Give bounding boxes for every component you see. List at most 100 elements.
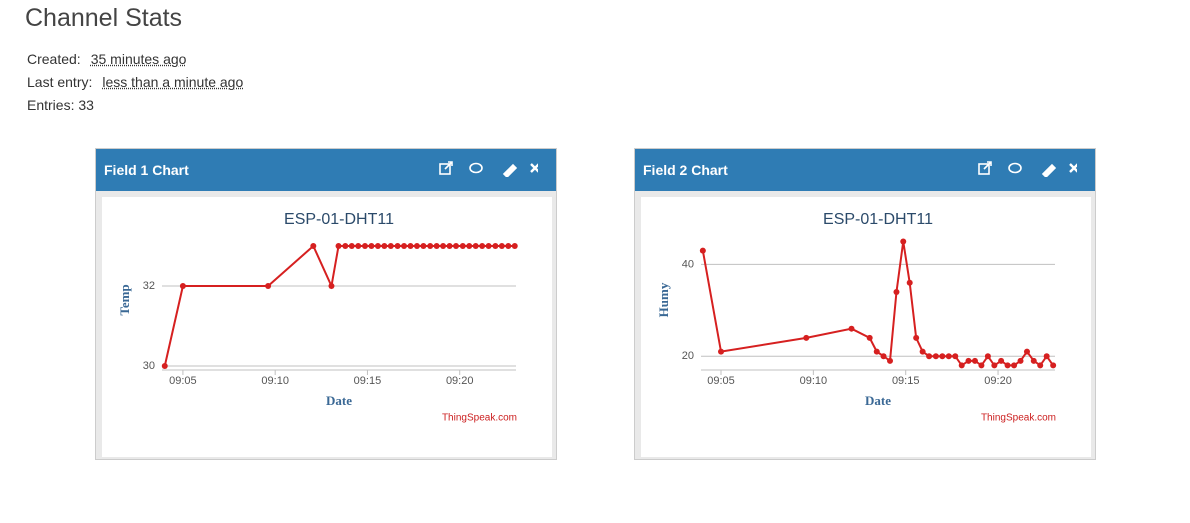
panel-title: Field 2 Chart xyxy=(643,162,728,178)
data-point xyxy=(368,243,375,249)
x-tick-label: 09:20 xyxy=(446,375,474,387)
x-tick-label: 09:05 xyxy=(169,375,197,387)
data-point xyxy=(459,243,466,249)
data-point xyxy=(1050,362,1057,369)
y-axis-label: Temp xyxy=(117,284,132,315)
data-point xyxy=(998,357,1005,364)
data-point xyxy=(505,243,512,249)
data-point xyxy=(179,283,186,289)
stat-label: Created: xyxy=(27,51,81,67)
data-point xyxy=(310,243,317,249)
stat-row: Entries: 33 xyxy=(27,94,243,117)
chart-panel: Field 2 Chart ESP-01-DHT11 20 40 09:05 09:10… xyxy=(634,148,1096,460)
chart-area: ESP-01-DHT11 30 32 09:05 09:10 09:15 09:20 Date… xyxy=(102,197,552,457)
data-point xyxy=(893,288,900,295)
stat-row: Created: 35 minutes ago xyxy=(27,48,243,71)
data-point xyxy=(984,353,991,360)
data-point xyxy=(965,357,972,364)
y-tick-label: 30 xyxy=(143,360,155,372)
data-point xyxy=(958,362,965,369)
x-tick-label: 09:10 xyxy=(261,375,289,387)
credit: ThingSpeak.com xyxy=(442,413,517,424)
data-point xyxy=(453,243,460,249)
data-point xyxy=(348,243,355,249)
data-point xyxy=(407,243,414,249)
data-line xyxy=(163,244,515,367)
data-point xyxy=(1004,362,1011,369)
chart-area: ESP-01-DHT11 20 40 09:05 09:10 09:15 09:20 Date… xyxy=(641,197,1091,457)
x-tick-label: 09:15 xyxy=(354,375,382,387)
chart: ESP-01-DHT11 20 40 09:05 09:10 09:15 09:20 Date… xyxy=(656,211,1057,424)
x-axis-label: Date xyxy=(865,393,891,408)
x-axis-label: Date xyxy=(326,393,352,408)
data-point xyxy=(932,353,939,360)
data-point xyxy=(1017,357,1024,364)
data-point xyxy=(919,348,926,355)
x-tick-label: 09:10 xyxy=(800,375,828,387)
data-point xyxy=(1037,362,1044,369)
stat-label: Entries: xyxy=(27,97,75,113)
data-point xyxy=(355,243,362,249)
x-tick-label: 09:20 xyxy=(984,375,1012,387)
channel-stats: Created: 35 minutes ago Last entry: less t… xyxy=(27,48,243,117)
data-point xyxy=(427,243,434,249)
stat-value: less than a minute ago xyxy=(102,74,244,90)
data-point xyxy=(472,243,479,249)
data-point xyxy=(939,353,946,360)
data-point xyxy=(485,243,492,249)
y-tick-label: 20 xyxy=(682,350,694,362)
x-tick-label: 09:15 xyxy=(892,375,920,387)
data-point xyxy=(387,243,394,249)
data-point xyxy=(803,334,810,341)
data-point xyxy=(161,363,168,369)
panel-icons[interactable] xyxy=(977,161,1077,177)
y-axis-label: Humy xyxy=(656,282,671,317)
data-point xyxy=(971,357,978,364)
data-point xyxy=(906,279,913,286)
stat-value: 33 xyxy=(78,97,94,113)
data-point xyxy=(492,243,499,249)
panel-header: Field 2 Chart xyxy=(635,149,1095,191)
data-point xyxy=(848,325,855,332)
data-point xyxy=(381,243,388,249)
data-point xyxy=(401,243,408,249)
data-point xyxy=(420,243,427,249)
credit: ThingSpeak.com xyxy=(981,413,1056,424)
data-point xyxy=(511,243,518,249)
chart-title: ESP-01-DHT11 xyxy=(823,211,933,228)
data-point xyxy=(1030,357,1037,364)
data-point xyxy=(265,283,272,289)
panel-header: Field 1 Chart xyxy=(96,149,556,191)
panel-title: Field 1 Chart xyxy=(104,162,189,178)
data-point xyxy=(1023,348,1030,355)
data-point xyxy=(913,334,920,341)
data-point xyxy=(945,353,952,360)
panel-icons[interactable] xyxy=(438,161,538,177)
data-point xyxy=(466,243,473,249)
data-point xyxy=(978,362,985,369)
y-tick-label: 40 xyxy=(682,258,694,270)
data-point xyxy=(1043,353,1050,360)
data-line xyxy=(701,241,1054,367)
data-point xyxy=(866,334,873,341)
data-point xyxy=(718,348,725,355)
data-point xyxy=(952,353,959,360)
data-point xyxy=(394,243,401,249)
data-point xyxy=(887,357,894,364)
stat-value: 35 minutes ago xyxy=(90,51,187,67)
y-tick-label: 32 xyxy=(143,280,155,292)
data-point xyxy=(873,348,880,355)
data-point xyxy=(479,243,486,249)
data-point xyxy=(991,362,998,369)
chart-title: ESP-01-DHT11 xyxy=(284,211,394,228)
data-point xyxy=(342,243,349,249)
data-point xyxy=(446,243,453,249)
data-point xyxy=(433,243,440,249)
data-point xyxy=(900,238,907,245)
data-point xyxy=(440,243,447,249)
x-tick-label: 09:05 xyxy=(707,375,735,387)
page-title: Channel Stats xyxy=(25,4,183,32)
data-point xyxy=(374,243,381,249)
data-point xyxy=(328,283,335,289)
